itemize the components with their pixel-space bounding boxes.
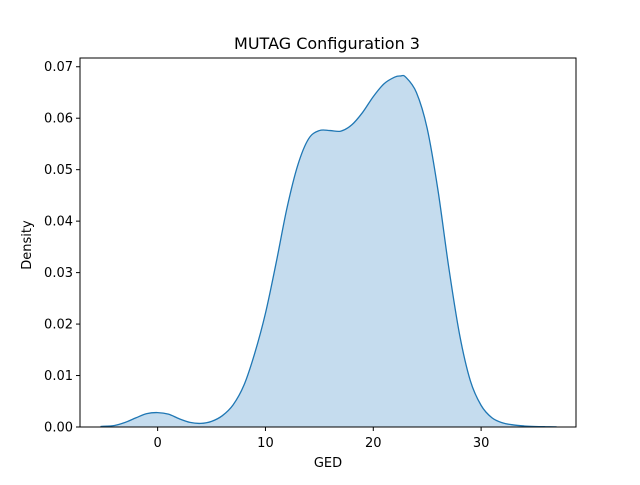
y-tick-label: 0.07 — [44, 60, 73, 75]
axes-frame — [79, 57, 577, 428]
y-tick-label: 0.01 — [44, 369, 73, 384]
x-axis: 0 10 20 30 — [153, 427, 489, 451]
y-axis: 0.00 0.01 0.02 0.03 0.04 0.05 0.06 0.07 — [44, 60, 80, 436]
y-tick-label: 0.03 — [44, 266, 73, 281]
plot-area — [100, 74, 557, 428]
x-tick-label: 30 — [473, 436, 490, 451]
y-tick-label: 0.00 — [44, 421, 73, 436]
x-tick-label: 0 — [153, 436, 161, 451]
y-tick-label: 0.04 — [44, 215, 73, 230]
density-area-fill — [100, 75, 557, 427]
y-axis-label: Density — [20, 220, 35, 270]
y-tick-label: 0.06 — [44, 112, 73, 127]
x-tick-label: 10 — [257, 436, 274, 451]
density-curve — [100, 74, 557, 428]
x-tick-label: 20 — [365, 436, 382, 451]
chart-title: MUTAG Configuration 3 — [234, 34, 420, 53]
x-axis-label: GED — [314, 456, 342, 471]
y-tick-label: 0.02 — [44, 318, 73, 333]
y-tick-label: 0.05 — [44, 163, 73, 178]
